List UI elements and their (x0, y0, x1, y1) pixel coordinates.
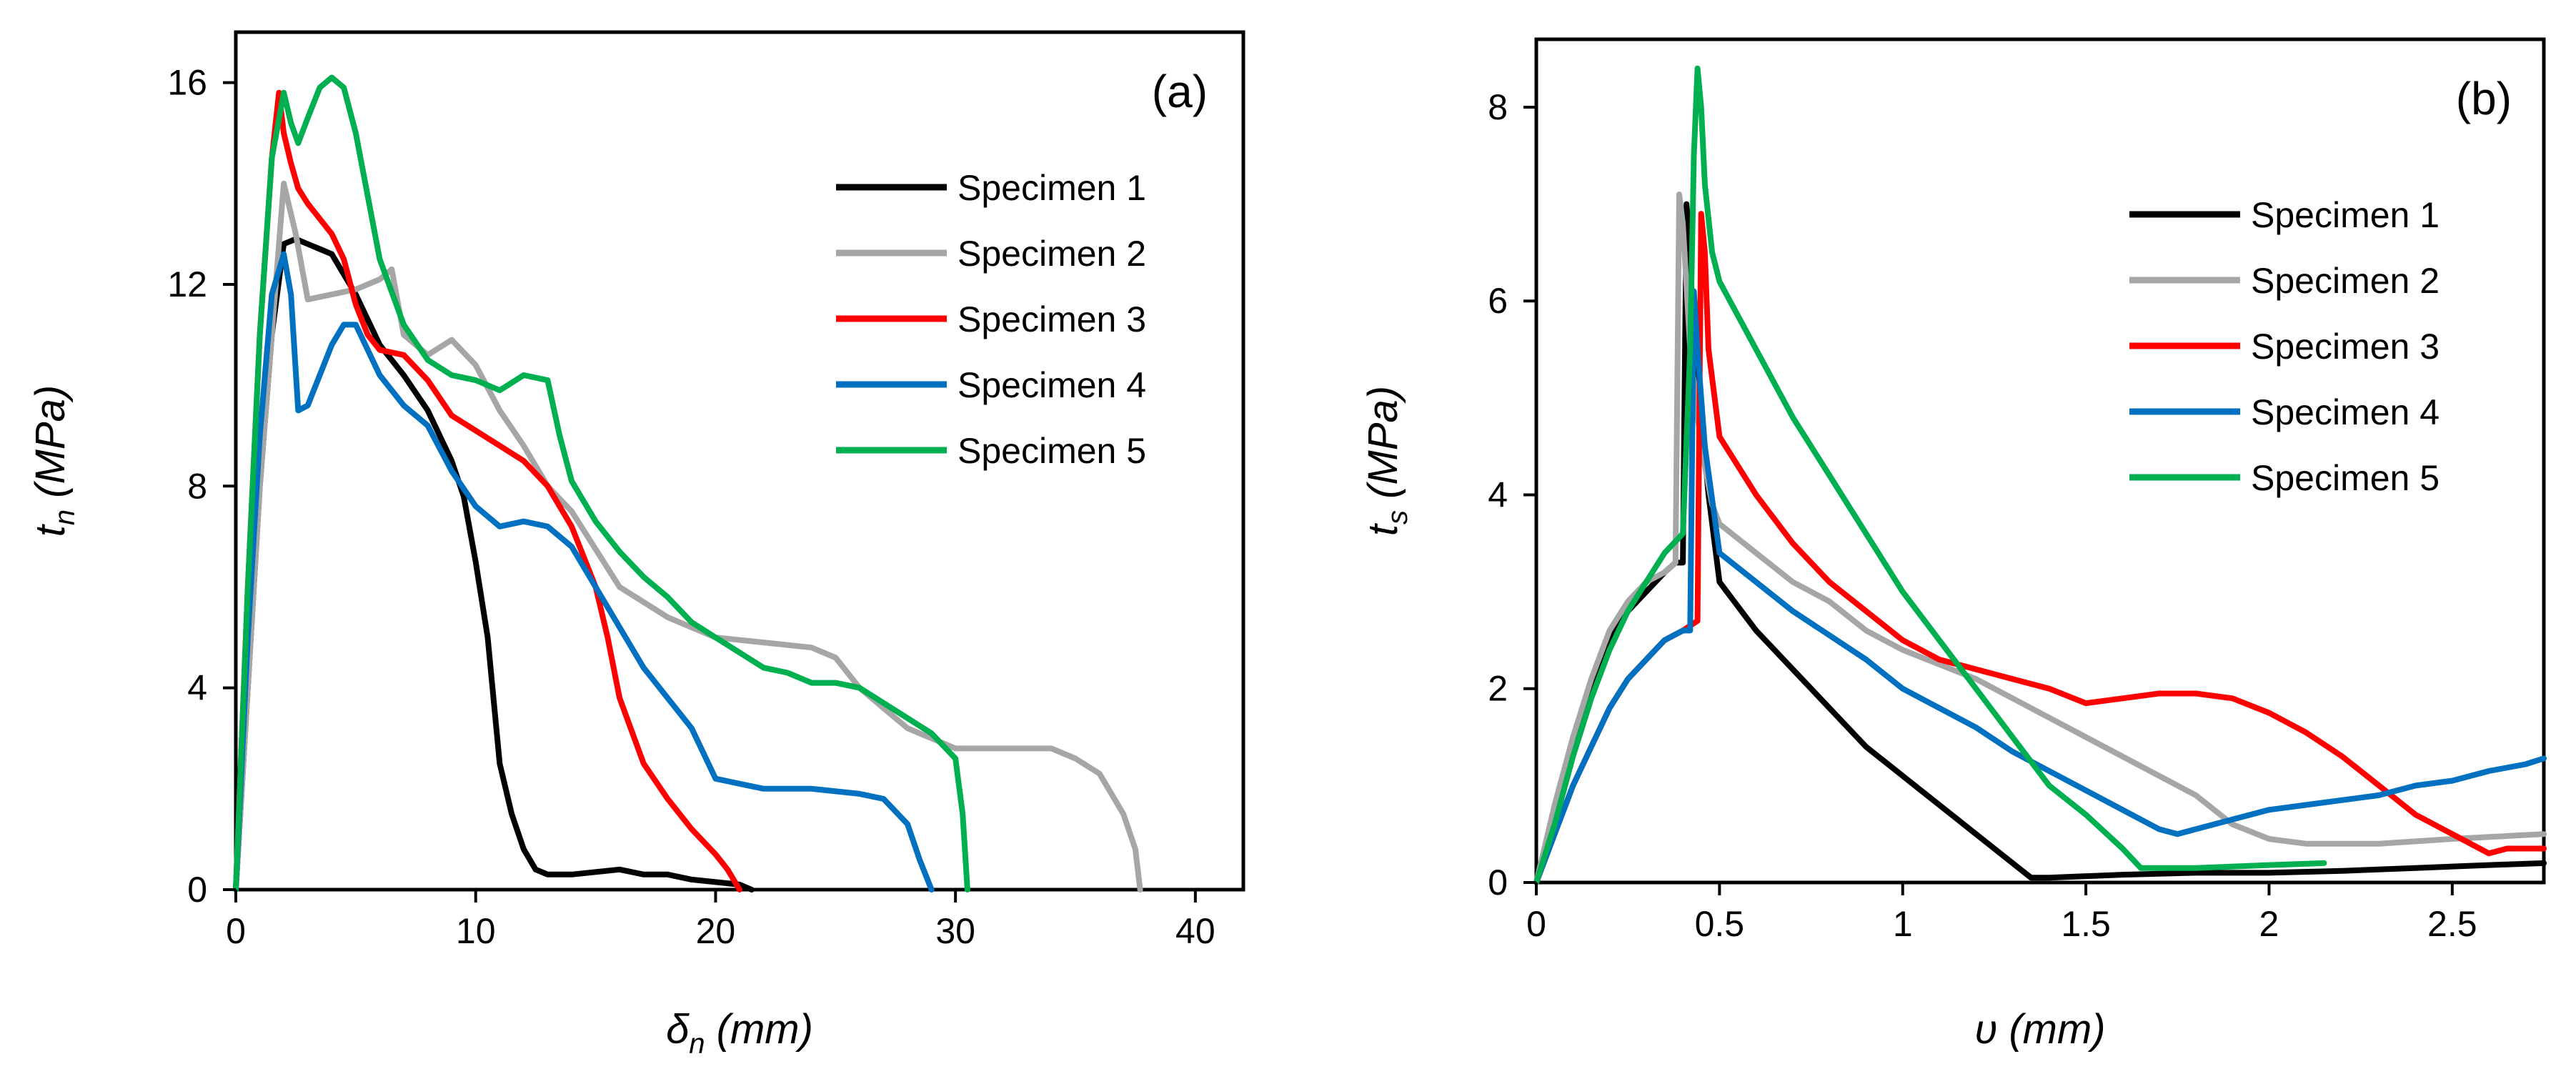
series-line-2-a (233, 180, 1143, 892)
x-axis-unit-b: (mm) (1997, 1006, 2105, 1053)
x-tick-label-b: 1.5 (2061, 904, 2111, 944)
x-tick-label-a: 30 (935, 911, 975, 951)
y-tick-label-a: 16 (167, 63, 207, 103)
legend-a: Specimen 1 Specimen 2 Specimen 3 Specimen 4… (836, 168, 1146, 471)
series-line-4-b (1533, 288, 2547, 885)
legend-b: Specimen 1 Specimen 2 Specimen 3 Specimen 4… (2129, 195, 2440, 498)
x-axis-label-a: δn (mm) (666, 1006, 813, 1060)
legend-label-5-b: Specimen 5 (2251, 458, 2440, 498)
y-tick-label-b: 6 (1488, 281, 1508, 321)
series-line-3-a (233, 89, 742, 892)
x-ticks-a: 0 10 20 30 40 (226, 890, 1215, 951)
y-axis-subscript-a: n (49, 509, 81, 525)
legend-label-3-b: Specimen 3 (2251, 327, 2440, 367)
y-tick-label-b: 2 (1488, 669, 1508, 709)
y-axis-label-a: tn (MPa) (27, 385, 81, 537)
y-tick-label-b: 8 (1488, 87, 1508, 127)
legend-label-5-a: Specimen 5 (958, 431, 1146, 471)
x-tick-label-b: 2 (2259, 904, 2279, 944)
series-group-b (1533, 65, 2547, 885)
x-tick-label-a: 20 (696, 911, 736, 951)
x-axis-unit-a: (mm) (705, 1006, 813, 1053)
y-ticks-b: 0 2 4 6 8 (1488, 87, 1536, 903)
x-axis-symbol-a: δ (666, 1006, 690, 1053)
y-axis-unit-b: (MPa) (1360, 386, 1406, 510)
series-line-2-b (1533, 192, 2547, 885)
legend-label-3-a: Specimen 3 (958, 299, 1146, 339)
series-line-4-a (233, 251, 935, 892)
y-tick-label-a: 4 (187, 668, 207, 708)
x-tick-label-b: 0.5 (1695, 904, 1745, 944)
series-line-1-a (233, 236, 755, 892)
panel-label-b: (b) (2456, 73, 2512, 124)
y-tick-label-a: 12 (167, 264, 207, 304)
x-tick-label-a: 0 (226, 911, 246, 951)
legend-label-1-a: Specimen 1 (958, 168, 1146, 208)
x-tick-label-b: 2.5 (2427, 904, 2477, 944)
series-line-5-b (1533, 65, 2327, 885)
legend-label-2-a: Specimen 2 (958, 234, 1146, 274)
legend-label-4-a: Specimen 4 (958, 365, 1146, 405)
x-axis-label-b: υ (mm) (1974, 1006, 2105, 1053)
plot-frame-b (1534, 37, 2546, 885)
y-axis-unit-a: (MPa) (27, 385, 74, 509)
legend-label-1-b: Specimen 1 (2251, 195, 2440, 235)
legend-label-4-b: Specimen 4 (2251, 392, 2440, 432)
panel-label-a: (a) (1152, 66, 1208, 117)
series-line-5-a (233, 74, 970, 892)
series-group-a (233, 74, 1143, 892)
x-tick-label-b: 1 (1893, 904, 1913, 944)
y-ticks-a: 0 4 8 12 16 (167, 63, 236, 910)
y-tick-label-b: 4 (1488, 474, 1508, 514)
x-axis-subscript-a: n (689, 1028, 705, 1060)
y-axis-symbol-a: t (27, 523, 74, 537)
y-axis-label-b: ts (MPa) (1360, 386, 1413, 536)
x-axis-symbol-b: υ (1974, 1006, 1997, 1053)
legend-label-2-b: Specimen 2 (2251, 261, 2440, 301)
x-tick-label-a: 10 (456, 911, 496, 951)
y-axis-symbol-b: t (1360, 522, 1406, 536)
x-ticks-b: 0 0.5 1 1.5 2 2.5 (1526, 882, 2477, 944)
x-tick-label-b: 0 (1526, 904, 1546, 944)
y-tick-label-b: 0 (1488, 862, 1508, 903)
y-axis-subscript-b: s (1382, 510, 1413, 524)
y-tick-label-a: 8 (187, 466, 207, 506)
y-tick-label-a: 0 (187, 870, 207, 910)
x-tick-label-a: 40 (1175, 911, 1215, 951)
